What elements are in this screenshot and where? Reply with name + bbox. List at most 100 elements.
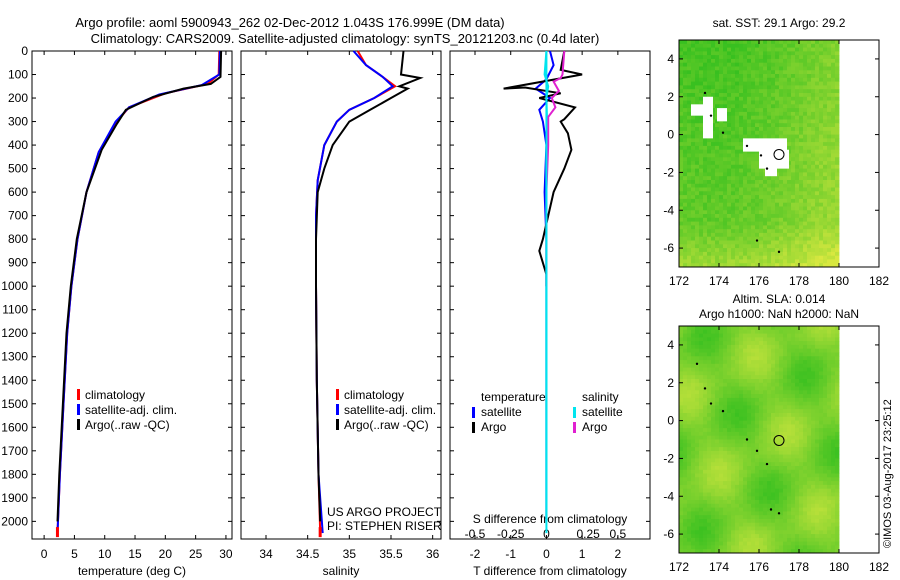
map-cell <box>687 244 692 249</box>
map-cell <box>759 450 764 456</box>
map-cell <box>731 416 736 421</box>
map-cell <box>767 70 772 75</box>
map-cell <box>823 450 828 456</box>
map-cell <box>831 386 836 391</box>
map-cell <box>831 379 836 384</box>
map-cell <box>703 537 708 543</box>
map-cell <box>691 89 696 94</box>
map-cell <box>811 450 816 456</box>
map-cell <box>719 416 724 421</box>
map-cell <box>779 526 784 531</box>
map-cell <box>803 168 808 173</box>
map-cell <box>703 511 708 516</box>
map-cell <box>759 466 764 471</box>
map-cell <box>723 55 728 60</box>
map-cell <box>775 424 780 429</box>
map-cell <box>747 183 752 188</box>
map-cell <box>727 360 732 365</box>
map-cell <box>775 206 780 211</box>
map-cell <box>747 248 752 253</box>
map-cell <box>759 337 764 342</box>
map-cell <box>703 503 708 508</box>
map-cell <box>687 187 692 192</box>
map-cell <box>771 70 776 75</box>
map-cell <box>711 428 716 433</box>
map-cell <box>683 127 688 132</box>
map-cell <box>715 371 720 376</box>
map-cell <box>795 66 800 71</box>
map-cell <box>803 244 808 249</box>
map-cell <box>831 111 836 117</box>
map-cell <box>803 217 808 222</box>
map-cell <box>703 416 708 421</box>
map-cell <box>807 515 812 520</box>
map-cell <box>827 522 832 527</box>
map-cell <box>819 187 824 192</box>
map-cell <box>715 202 720 207</box>
map-cell <box>751 115 756 120</box>
map-cell <box>751 100 756 105</box>
map-cell <box>783 100 788 105</box>
map-cell <box>699 130 704 135</box>
map-cell <box>779 70 784 75</box>
map-cell <box>747 413 752 418</box>
map-cell <box>803 214 808 219</box>
map-cell <box>679 47 684 52</box>
map-cell <box>739 394 744 399</box>
map-cell <box>691 210 696 215</box>
map-cell <box>731 492 736 497</box>
map-cell <box>679 371 684 376</box>
map-cell <box>767 375 772 380</box>
map-cell <box>767 40 772 45</box>
map-cell <box>823 500 828 505</box>
map-cell <box>731 382 736 387</box>
map-cell <box>791 352 796 357</box>
map-cell <box>719 85 724 90</box>
map-cell <box>767 66 772 71</box>
map-cell <box>791 466 796 471</box>
map-cell <box>743 507 748 512</box>
map-cell <box>735 503 740 508</box>
map-cell <box>823 348 828 353</box>
map-cell <box>819 47 824 52</box>
map-cell <box>815 397 820 403</box>
map-cell <box>803 210 808 215</box>
map-cell <box>735 123 740 128</box>
map-cell <box>819 198 824 204</box>
map-cell <box>715 481 720 486</box>
map-cell <box>699 123 704 128</box>
map-cell <box>799 454 804 459</box>
map-cell <box>759 119 764 124</box>
map-cell <box>811 344 816 350</box>
map-cell <box>747 115 752 120</box>
map-cell <box>755 534 760 539</box>
map-cell <box>823 157 828 162</box>
map-cell <box>735 47 740 52</box>
map-cell <box>815 187 820 192</box>
map-cell <box>795 123 800 128</box>
map-cell <box>771 259 776 264</box>
map-cell <box>767 108 772 113</box>
map-cell <box>731 409 736 414</box>
map-cell <box>679 123 684 128</box>
map-cell <box>819 214 824 219</box>
map-cell <box>811 507 816 512</box>
map-cell <box>735 409 740 414</box>
map-cell <box>811 104 816 109</box>
map-cell <box>731 329 736 334</box>
map-cell <box>771 439 776 444</box>
map-cell <box>827 337 832 342</box>
map-cell <box>727 89 732 94</box>
map-cell <box>723 168 728 173</box>
legend-salinity-title: salinity <box>582 390 619 404</box>
map-cell <box>683 191 688 196</box>
map-cell <box>715 344 720 350</box>
map-cell <box>775 244 780 249</box>
map-cell <box>711 240 716 245</box>
map-cell <box>827 127 832 132</box>
map-cell <box>731 367 736 372</box>
map-cell <box>683 379 688 384</box>
map-cell <box>779 344 784 350</box>
map-cell <box>807 202 812 207</box>
map-cell <box>755 382 760 387</box>
